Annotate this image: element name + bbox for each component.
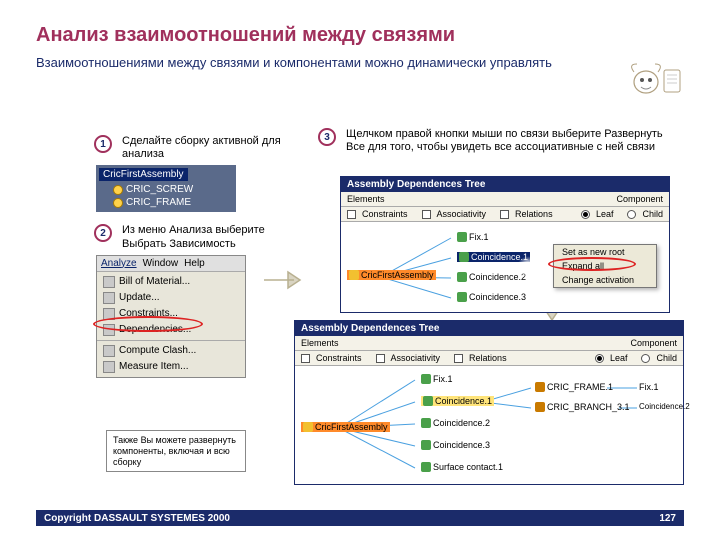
tree-node-link[interactable]: Fix.1 [639, 382, 659, 392]
dependencies-window-bottom: Assembly Dependences Tree Elements Compo… [294, 320, 684, 485]
checkbox[interactable] [454, 354, 463, 363]
note-box: Также Вы можете развернуть компоненты, в… [106, 430, 246, 472]
window-toolbar: Elements Component [295, 336, 683, 351]
analyze-menu-panel: Analyze Window Help Bill of Material... … [96, 255, 246, 378]
tree-node-component[interactable]: CRIC_BRANCH_3.1 [535, 402, 630, 412]
ctx-item-expand-all[interactable]: Expand all [554, 259, 656, 273]
menu-item[interactable]: Update... [97, 290, 245, 306]
window-title: Assembly Dependences Tree [341, 177, 669, 192]
coincidence-icon [421, 440, 431, 450]
assembly-icon [349, 270, 359, 280]
tree-node[interactable]: Coincidence.3 [457, 292, 526, 302]
tree-root[interactable]: CricFirstAssembly [99, 168, 188, 181]
coincidence-icon [423, 396, 433, 406]
window-title: Assembly Dependences Tree [295, 321, 683, 336]
step-3-badge: 3 [318, 128, 336, 146]
tree-node-link[interactable]: Coincidence.2 [639, 402, 690, 411]
menubar: Analyze Window Help [97, 256, 245, 272]
tree-child[interactable]: CRIC_FRAME [109, 196, 233, 209]
menu-item[interactable]: Compute Clash... [97, 343, 245, 359]
tree-node-highlight[interactable]: Coincidence.1 [421, 396, 494, 406]
assembly-tree-panel: CricFirstAssembly CRIC_SCREW CRIC_FRAME [96, 165, 236, 212]
part-icon [535, 402, 545, 412]
update-icon [103, 292, 115, 304]
window-toolbar: Elements Component [341, 192, 669, 207]
page-number: 127 [659, 513, 676, 524]
tree-node[interactable]: Surface contact.1 [421, 462, 503, 472]
menu-item[interactable]: Bill of Material... [97, 274, 245, 290]
arrow-right-icon [262, 268, 308, 292]
surface-icon [421, 462, 431, 472]
step-1-text: Сделайте сборку активной для анализа [122, 135, 284, 161]
menu-item[interactable]: Constraints... [97, 306, 245, 322]
radio[interactable] [627, 210, 636, 219]
coincidence-icon [457, 272, 467, 282]
checkbox[interactable] [347, 210, 356, 219]
page-title: Анализ взаимоотношений между связями [36, 24, 684, 47]
tree-node-root[interactable]: CricFirstAssembly [301, 422, 390, 432]
checkbox[interactable] [376, 354, 385, 363]
radio[interactable] [595, 354, 604, 363]
cursor-icon [517, 256, 539, 278]
part-icon [535, 382, 545, 392]
measure-icon [103, 361, 115, 373]
menu-item[interactable]: Measure Item... [97, 359, 245, 375]
radio[interactable] [641, 354, 650, 363]
mascot-icon [624, 60, 684, 100]
ctx-item[interactable]: Set as new root [554, 245, 656, 259]
ctx-item[interactable]: Change activation [554, 273, 656, 287]
doc-icon [103, 276, 115, 288]
step-3-text: Щелчком правой кнопки мыши по связи выбе… [346, 128, 666, 154]
step-2-text: Из меню Анализа выберите Выбрать Зависим… [122, 224, 284, 250]
checkbox[interactable] [301, 354, 310, 363]
copyright: Copyright DASSAULT SYSTEMES 2000 [44, 513, 230, 524]
tree-node[interactable]: Coincidence.3 [421, 440, 490, 450]
constraints-icon [103, 308, 115, 320]
checkbox[interactable] [422, 210, 431, 219]
window-options: Constraints Associativity Relations Leaf… [295, 351, 683, 366]
coincidence-icon [459, 252, 469, 262]
subtitle: Взаимоотношениями между связями и компон… [36, 55, 596, 72]
menu-window[interactable]: Window [143, 258, 179, 269]
window-options: Constraints Associativity Relations Leaf… [341, 207, 669, 222]
tree-child[interactable]: CRIC_SCREW [109, 183, 233, 196]
menu-item-dependencies[interactable]: Dependencies... [97, 322, 245, 338]
step-2-badge: 2 [94, 224, 112, 242]
footer: Copyright DASSAULT SYSTEMES 2000 127 [36, 510, 684, 526]
checkbox[interactable] [500, 210, 509, 219]
coincidence-icon [421, 418, 431, 428]
coincidence-icon [457, 292, 467, 302]
fix-icon [421, 374, 431, 384]
tree-node[interactable]: Fix.1 [421, 374, 453, 384]
assembly-icon [303, 422, 313, 432]
tree-node[interactable]: Fix.1 [457, 232, 489, 242]
tree-node[interactable]: Coincidence.2 [421, 418, 490, 428]
tree-node-component[interactable]: CRIC_FRAME.1 [535, 382, 613, 392]
gear-icon [113, 198, 123, 208]
clash-icon [103, 345, 115, 357]
tree-node[interactable]: Coincidence.2 [457, 272, 526, 282]
dependencies-window-top: Assembly Dependences Tree Elements Compo… [340, 176, 670, 313]
step-1-badge: 1 [94, 135, 112, 153]
menu-help[interactable]: Help [184, 258, 205, 269]
fix-icon [457, 232, 467, 242]
gear-icon [113, 185, 123, 195]
menu-analyze[interactable]: Analyze [101, 258, 137, 269]
context-menu: Set as new root Expand all Change activa… [553, 244, 657, 288]
dependencies-icon [103, 324, 115, 336]
tree-node-root[interactable]: CricFirstAssembly [347, 270, 436, 280]
radio[interactable] [581, 210, 590, 219]
